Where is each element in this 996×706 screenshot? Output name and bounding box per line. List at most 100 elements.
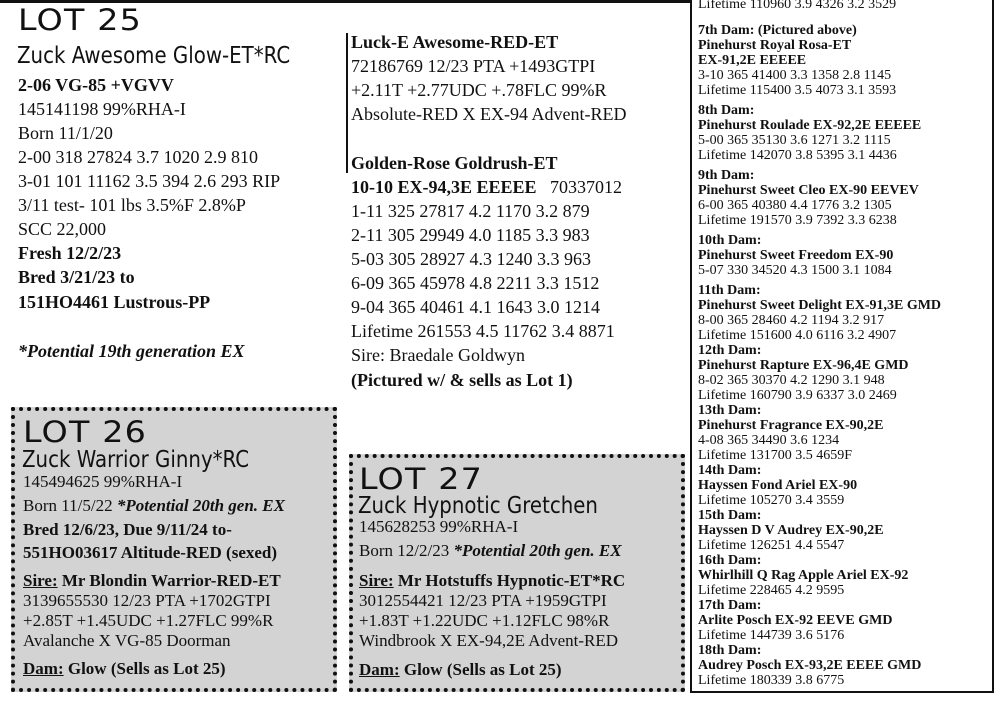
dam-name: Whirlhill Q Rag Apple Ariel EX-92: [698, 568, 909, 583]
dam-generation-label: 15th Dam:: [698, 508, 762, 523]
scc-line: SCC 22,000: [18, 219, 107, 239]
animal-name: Zuck Hypnotic Gretchen: [358, 493, 598, 519]
dam-generation-label: 7th Dam: (Pictured above): [698, 23, 857, 38]
dam-record: 5-07 330 34520 4.3 1500 3.1 1084: [698, 263, 892, 278]
dam-classification: EX-91,2E EEEEE: [698, 53, 807, 68]
dam-entry: 11th Dam: Pinehurst Sweet Delight EX-91,3…: [698, 283, 986, 343]
dam-record: Lifetime 142070 3.8 5395 3.1 4436: [698, 148, 897, 163]
sire-name: Mr Blondin Warrior-RED-ET: [57, 571, 281, 590]
dam-line: 6-09 365 45978 4.8 2211 3.3 1512: [351, 273, 600, 293]
dam-entry: 18th Dam: Audrey Posch EX-93,2E EEEE GMD L…: [698, 643, 986, 688]
dam-name: Pinehurst Sweet Freedom EX-90: [698, 248, 894, 263]
dam-name: Hayssen D V Audrey EX-90,2E: [698, 523, 884, 538]
dam-class: 10-10 EX-94,3E EEEEE 70337012: [351, 175, 622, 199]
dam-name: Pinehurst Fragrance EX-90,2E: [698, 418, 884, 433]
animal-name: Zuck Warrior Ginny*RC: [22, 447, 250, 473]
dam-generation-label: 13th Dam:: [698, 403, 762, 418]
sire-name: Mr Hotstuffs Hypnotic-ET*RC: [393, 571, 626, 590]
dam-line: Dam: Glow (Sells as Lot 25): [359, 660, 562, 680]
dam-note: (Pictured w/ & sells as Lot 1): [351, 370, 573, 390]
top-rule: [0, 0, 690, 3]
lot-26-box: LOT 26 Zuck Warrior Ginny*RC 145494625 9…: [11, 407, 337, 692]
lot-heading: LOT 25: [18, 3, 142, 37]
sire-info: 3139655530 12/23 PTA +1702GTPI: [23, 591, 271, 610]
dam-generation-label: 14th Dam:: [698, 463, 762, 478]
dam-classification: 10-10 EX-94,3E EEEEE: [351, 177, 537, 197]
bred-line: Bred 12/6/23, Due 9/11/24 to-: [23, 520, 232, 539]
dam-line: Dam: Glow (Sells as Lot 25): [23, 659, 226, 679]
dam-record: Lifetime 115400 3.5 4073 3.1 3593: [698, 83, 897, 98]
bred-sire: 151HO4461 Lustrous-PP: [18, 292, 211, 312]
dam-entry: 13th Dam: Pinehurst Fragrance EX-90,2E 4-0…: [698, 403, 986, 463]
test-line: 3/11 test- 101 lbs 3.5%F 2.8%P: [18, 195, 246, 215]
dam-entry: 7th Dam: (Pictured above) Pinehurst Royal…: [698, 23, 986, 98]
sire-line: Sire: Mr Hotstuffs Hypnotic-ET*RC: [359, 571, 625, 591]
dam-record: 3-10 365 41400 3.3 1358 2.8 1145: [698, 68, 892, 83]
sire-line: +2.11T +2.77UDC +.78FLC 99%R: [351, 80, 607, 100]
dam-entry: 12th Dam: Pinehurst Rapture EX-96,4E GMD 8…: [698, 343, 986, 403]
dam-record: Lifetime 180339 3.8 6775: [698, 673, 845, 688]
birth-date: Born 12/2/23: [359, 541, 454, 560]
dam-name: Hayssen Fond Ariel EX-90: [698, 478, 858, 493]
dam-record: Lifetime 228465 4.2 9595: [698, 583, 845, 598]
dam-generation-label: 9th Dam:: [698, 168, 755, 183]
lot-27-box: LOT 27 Zuck Hypnotic Gretchen 145628253 …: [349, 454, 685, 692]
dam-generation-label: 12th Dam:: [698, 343, 762, 358]
record-line: 2-00 318 27824 3.7 1020 2.9 810: [18, 147, 258, 167]
sire-info: Avalanche X VG-85 Doorman: [23, 631, 231, 650]
registration: 145494625 99%RHA-I: [23, 472, 183, 491]
sire-label: Sire:: [23, 571, 58, 590]
dam-line: 1-11 325 27817 4.2 1170 3.2 879: [351, 201, 590, 221]
classification: 2-06 VG-85 +VGVV: [18, 75, 174, 95]
dam-entry: 9th Dam: Pinehurst Sweet Cleo EX-90 EEVEV…: [698, 168, 986, 228]
dam-name: Audrey Posch EX-93,2E EEEE GMD: [698, 658, 922, 673]
dam-entry: 14th Dam: Hayssen Fond Ariel EX-90 Lifetim…: [698, 463, 986, 508]
divider: [346, 33, 348, 173]
dam-record: Lifetime 191570 3.9 7392 3.3 6238: [698, 213, 897, 228]
sire-info: 3012554421 12/23 PTA +1959GTPI: [359, 591, 607, 610]
dam-generation-label: 10th Dam:: [698, 233, 762, 248]
dam-lineage-panel: Lifetime 110960 3.9 4326 3.2 3529 7th Da…: [690, 0, 994, 693]
potential-note: *Potential 20th gen. EX: [116, 496, 285, 515]
dam-name: Arlite Posch EX-92 EEVE GMD: [698, 613, 893, 628]
birth-line: Born 11/5/22 *Potential 20th gen. EX: [23, 496, 285, 516]
dam-entry: 15th Dam: Hayssen D V Audrey EX-90,2E Life…: [698, 508, 986, 553]
dam-record: Lifetime 151600 4.0 6116 3.2 4907: [698, 328, 897, 343]
dam-record: Lifetime 126251 4.4 5547: [698, 538, 845, 553]
dam-name: Pinehurst Royal Rosa-ET: [698, 38, 852, 53]
dam-entry: 8th Dam: Pinehurst Roulade EX-92,2E EEEEE…: [698, 103, 986, 163]
dam-generation-label: 17th Dam:: [698, 598, 762, 613]
dam-entry: 16th Dam: Whirlhill Q Rag Apple Ariel EX-…: [698, 553, 986, 598]
dam-name: Pinehurst Rapture EX-96,4E GMD: [698, 358, 909, 373]
sire-line: Sire: Mr Blondin Warrior-RED-ET: [23, 571, 281, 591]
registration: 145141198 99%RHA-I: [18, 99, 186, 119]
potential-note: *Potential 20th gen. EX: [453, 541, 622, 560]
dam-record: 4-08 365 34490 3.6 1234: [698, 433, 840, 448]
dam-record: Lifetime 131700 3.5 4659F: [698, 448, 852, 463]
dam-record: Lifetime 110960 3.9 4326 3.2 3529: [698, 0, 897, 12]
dam-record: 5-00 365 35130 3.6 1271 3.2 1115: [698, 133, 891, 148]
dam-record: 6-00 365 40380 4.4 1776 3.2 1305: [698, 198, 892, 213]
sire-info: +1.83T +1.22UDC +1.12FLC 98%R: [359, 611, 610, 630]
dam-text: Glow (Sells as Lot 25): [399, 660, 562, 679]
dam-list: 7th Dam: (Pictured above) Pinehurst Royal…: [698, 23, 986, 688]
bred-line: Bred 3/21/23 to: [18, 267, 135, 287]
dam-generation-label: 18th Dam:: [698, 643, 762, 658]
dam-record: Lifetime 160790 3.9 6337 3.0 2469: [698, 388, 897, 403]
birth-date: Born 11/1/20: [18, 123, 113, 143]
dam-generation-label: 16th Dam:: [698, 553, 762, 568]
dam-record: Lifetime 105270 3.4 3559: [698, 493, 845, 508]
sire-label: Sire:: [359, 571, 394, 590]
dam-sire: Sire: Braedale Goldwyn: [351, 345, 525, 365]
dam-record: 8-02 365 30370 4.2 1290 3.1 948: [698, 373, 885, 388]
fresh-date: Fresh 12/2/23: [18, 243, 122, 263]
birth-line: Born 12/2/23 *Potential 20th gen. EX: [359, 541, 622, 561]
dam-line: 9-04 365 40461 4.1 1643 3.0 1214: [351, 297, 600, 317]
dam-record: Lifetime 144739 3.6 5176: [698, 628, 845, 643]
dam-line: 5-03 305 28927 4.3 1240 3.3 963: [351, 249, 591, 269]
lot-heading: LOT 27: [359, 462, 483, 496]
birth-date: Born 11/5/22: [23, 496, 117, 515]
dam-name: Golden-Rose Goldrush-ET: [351, 153, 558, 173]
dam-generation-label: 8th Dam:: [698, 103, 755, 118]
sire-info: +2.85T +1.45UDC +1.27FLC 99%R: [23, 611, 274, 630]
